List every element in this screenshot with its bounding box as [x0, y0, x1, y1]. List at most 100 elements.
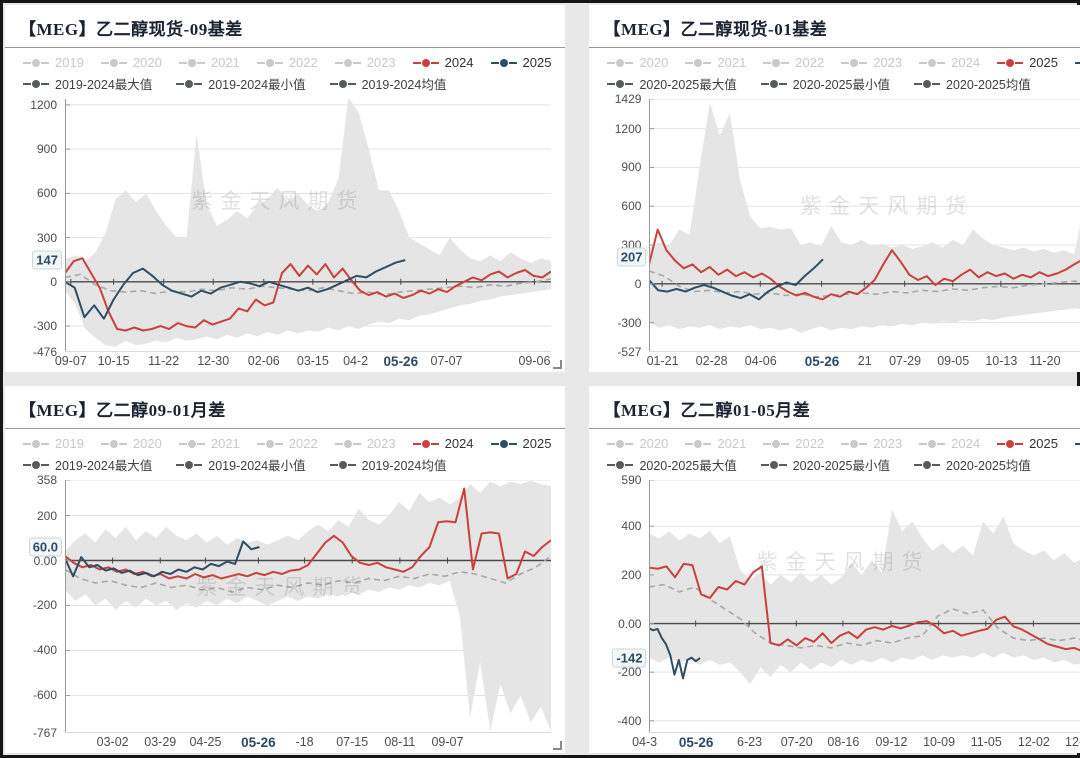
x-tick-label: 04-06 — [744, 354, 777, 368]
legend-item-2019-2024[interactable]: 2019-2024均值 — [329, 455, 446, 474]
y-tick-label: -200 — [617, 665, 642, 680]
x-tick-label-highlighted: 05-26 — [238, 735, 279, 750]
legend-item-2021[interactable]: 2021 — [178, 55, 240, 70]
legend-item-2021[interactable]: 2021 — [685, 436, 746, 451]
legend-item-label: 2024 — [444, 55, 474, 70]
y-axis: 207 1429 1200 900 600 300 0 -300 -527 — [603, 92, 649, 359]
y-tick-label: 0 — [50, 274, 57, 289]
legend-item-2025[interactable]: 2025 — [490, 55, 551, 70]
legend-item-2019-2024[interactable]: 2019-2024最小值 — [176, 455, 306, 474]
legend-item-2024[interactable]: 2024 — [412, 55, 474, 70]
legend-item-2019-2024[interactable]: 2019-2024最大值 — [23, 455, 152, 474]
legend-item-2025[interactable]: 2025 — [490, 436, 551, 451]
legend-item-label: 2020 — [132, 55, 162, 70]
chart-panel-meg-01-05-spread: 【MEG】乙二醇01-05月差 2020 2021 2022 2023 2024 2025… — [589, 386, 1080, 753]
y-tick-label: 600 — [36, 186, 57, 201]
legend-item-2020-2025[interactable]: 2020-2025最大值 — [607, 74, 737, 93]
legend-item-2024[interactable]: 2024 — [412, 436, 474, 451]
chart-panel-meg-09-01-spread: 【MEG】乙二醇09-01月差 2019 2020 2021 2022 2023 2024… — [5, 386, 566, 753]
legend-item-2025[interactable]: 2025 — [997, 436, 1058, 451]
legend-marker-icon — [256, 58, 283, 67]
legend-item-2020-2025[interactable]: 2020-2025最大值 — [607, 455, 737, 474]
legend-item-2019[interactable]: 2019 — [23, 436, 84, 451]
legend-item-2019[interactable]: 2019 — [23, 55, 84, 70]
legend-marker-icon — [329, 460, 356, 469]
legend-marker-icon — [607, 58, 634, 67]
legend-item-2021[interactable]: 2021 — [685, 55, 746, 70]
x-tick-label: 07-15 — [336, 735, 369, 749]
y-tick-label: 300 — [36, 230, 57, 245]
y-tick-label: 200 — [621, 567, 642, 582]
legend-item-2025[interactable]: 2025 — [997, 55, 1058, 70]
plot-area[interactable]: 紫金天风期货 — [65, 480, 551, 733]
chart-title: 【MEG】乙二醇现货-09基差 — [19, 20, 243, 39]
x-tick-label-highlighted: 05-26 — [801, 354, 843, 369]
legend-item-2020[interactable]: 2020 — [607, 55, 668, 70]
legend-item-label: 2019-2024最小值 — [208, 78, 306, 92]
legend-item-2026[interactable]: 2026 — [1074, 55, 1080, 70]
legend-item-2023[interactable]: 2023 — [841, 436, 902, 451]
x-axis: 04-3 05-26 6-23 07-20 08-16 09-12 10-09 11-05 12… — [632, 733, 1080, 751]
x-tick-label: 12-30 — [197, 354, 230, 368]
legend-item-2020[interactable]: 2020 — [100, 436, 162, 451]
legend-marker-icon — [841, 58, 868, 67]
x-tick-label: 10-15 — [97, 354, 130, 368]
legend-item-2022[interactable]: 2022 — [256, 436, 318, 451]
x-tick-label: 03-02 — [96, 735, 129, 749]
chart-area: -142 590 400 200 0.00 -200 -400 紫金天风期货 — [603, 473, 1080, 733]
legend-item-2023[interactable]: 2023 — [841, 55, 902, 70]
legend-item-2020-2025[interactable]: 2020-2025均值 — [914, 74, 1031, 93]
legend-item-label: 2023 — [366, 55, 396, 70]
legend-item-2022[interactable]: 2022 — [763, 436, 824, 451]
x-tick-label: 21 — [857, 354, 872, 368]
legend-item-2023[interactable]: 2023 — [334, 436, 396, 451]
x-tick-label: 11-20 — [1029, 354, 1061, 368]
y-tick-label: 590 — [621, 473, 642, 487]
legend-item-2020-2025[interactable]: 2020-2025均值 — [914, 455, 1031, 474]
legend-marker-icon — [490, 58, 517, 67]
latest-value-badge: 147 — [32, 250, 62, 270]
legend-marker-icon — [23, 79, 49, 88]
legend-item-2019-2024[interactable]: 2019-2024最大值 — [23, 74, 152, 93]
legend-item-2020[interactable]: 2020 — [100, 55, 162, 70]
legend-item-2020-2025[interactable]: 2020-2025最小值 — [760, 74, 890, 93]
legend-marker-icon — [760, 79, 787, 88]
x-tick-label: 04-2 — [343, 354, 369, 368]
x-tick-label-highlighted: 05-26 — [675, 735, 717, 750]
legend-marker-icon — [1074, 440, 1080, 448]
x-tick-label: 11-05 — [970, 735, 1002, 749]
legend-years-row: 2019 2020 2021 2022 2023 2024 2025 — [23, 436, 551, 451]
title-divider — [589, 428, 1080, 429]
legend-item-label: 2023 — [873, 55, 903, 70]
legend-item-2019-2024[interactable]: 2019-2024均值 — [329, 74, 446, 93]
legend-item-label: 2025 — [1029, 55, 1058, 70]
legend-item-2024[interactable]: 2024 — [919, 436, 980, 451]
x-axis: 01-21 02-28 04-06 05-26 21 07-29 09-05 10-13 11-… — [646, 352, 1080, 370]
legend-item-2022[interactable]: 2022 — [256, 55, 318, 70]
x-tick-label: 04-3 — [632, 735, 658, 749]
legend-item-label: 2021 — [210, 436, 240, 451]
legend-item-2021[interactable]: 2021 — [178, 436, 240, 451]
legend-item-label: 2020 — [639, 436, 669, 451]
plot-area[interactable]: 紫金天风期货 — [65, 99, 551, 352]
x-tick-label: 12-29 — [1065, 735, 1080, 749]
x-tick-label: 02-28 — [695, 354, 728, 368]
x-tick-label: 01-21 — [646, 354, 679, 368]
legend-item-2023[interactable]: 2023 — [334, 55, 396, 70]
legend-item-2020[interactable]: 2020 — [607, 436, 668, 451]
legend-item-2020-2025[interactable]: 2020-2025最小值 — [760, 455, 890, 474]
legend-item-2026[interactable]: 2026 — [1074, 436, 1080, 451]
legend-item-2024[interactable]: 2024 — [919, 55, 980, 70]
plot-area[interactable]: 紫金天风期货 — [649, 99, 1080, 352]
legend-item-2019-2024[interactable]: 2019-2024最小值 — [176, 74, 306, 93]
legend-item-2022[interactable]: 2022 — [763, 55, 824, 70]
legend-marker-icon — [919, 58, 946, 67]
legend-item-label: 2022 — [288, 436, 318, 451]
plot-area[interactable]: 紫金天风期货 — [649, 480, 1080, 733]
legend-item-label: 2024 — [444, 436, 474, 451]
legend-marker-icon — [178, 58, 205, 67]
x-tick-label-highlighted: 05-26 — [380, 354, 422, 369]
resize-handle-icon[interactable] — [553, 741, 563, 750]
chart-title: 【MEG】乙二醇09-01月差 — [19, 401, 226, 420]
resize-handle-icon[interactable] — [553, 360, 563, 369]
